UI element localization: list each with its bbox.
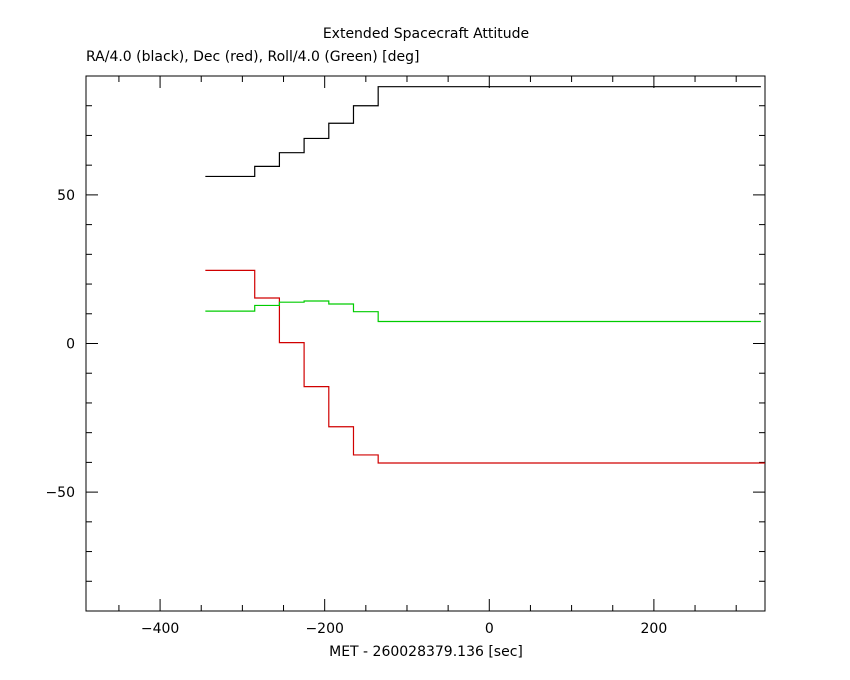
x-tick-label: −400	[141, 621, 179, 637]
x-tick-label: −200	[305, 621, 343, 637]
chart-title: Extended Spacecraft Attitude	[323, 26, 529, 42]
plot-frame	[85, 75, 766, 612]
x-tick-label: 200	[641, 621, 668, 637]
y-tick-label: 0	[66, 337, 75, 353]
x-axis-label: MET - 260028379.136 [sec]	[329, 644, 523, 660]
series-red-line	[205, 269, 765, 464]
x-tick-label: 0	[485, 621, 494, 637]
axes: −400 −200 0 200 −50 0 50	[45, 75, 766, 637]
series-green-line	[205, 300, 761, 323]
y-tick-label: 50	[57, 188, 75, 204]
y-tick-label: −50	[45, 485, 75, 501]
chart-subtitle: RA/4.0 (black), Dec (red), Roll/4.0 (Gre…	[86, 49, 419, 65]
series-black-line	[205, 86, 761, 178]
series-group	[205, 86, 765, 464]
